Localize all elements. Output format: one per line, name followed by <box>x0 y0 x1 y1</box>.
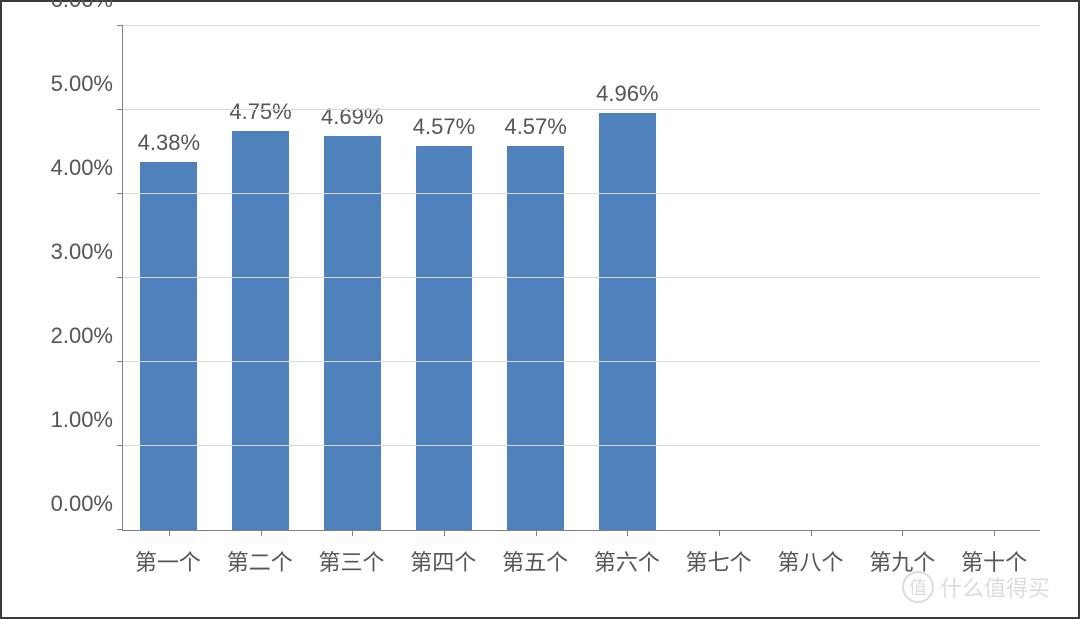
bar <box>232 131 289 530</box>
x-axis-label: 第六个 <box>581 545 673 577</box>
y-tick-label: 2.00% <box>51 323 113 349</box>
y-tick-mark <box>117 109 123 110</box>
x-axis-label: 第七个 <box>673 545 765 577</box>
x-tick-mark <box>994 530 995 536</box>
y-tick-mark <box>117 361 123 362</box>
y-tick-mark <box>117 529 123 530</box>
x-axis-label: 第一个 <box>122 545 214 577</box>
bar <box>140 162 197 530</box>
gridline <box>123 193 1040 194</box>
gridline <box>123 109 1040 110</box>
x-tick-mark <box>536 530 537 536</box>
bar-slot <box>948 26 1040 530</box>
bar-slot: 4.38% <box>123 26 215 530</box>
x-axis-label: 第三个 <box>306 545 398 577</box>
chart-frame: 4.38% 4.75% 4.69% 4.57% 4.57% 4.96% 0.00% 1.00… <box>0 0 1080 619</box>
gridline <box>123 25 1040 26</box>
bar-value-label: 4.69% <box>321 104 383 130</box>
y-tick-mark <box>117 25 123 26</box>
x-axis-label: 第八个 <box>765 545 857 577</box>
y-tick-label: 1.00% <box>51 407 113 433</box>
x-axis-label: 第五个 <box>489 545 581 577</box>
y-tick-label: 5.00% <box>51 71 113 97</box>
x-tick-mark <box>352 530 353 536</box>
bar-slot: 4.69% <box>306 26 398 530</box>
bar-slot: 4.57% <box>490 26 582 530</box>
x-tick-mark <box>444 530 445 536</box>
gridline <box>123 445 1040 446</box>
y-tick-mark <box>117 277 123 278</box>
bar-value-label: 4.38% <box>138 130 200 156</box>
bar <box>507 146 564 530</box>
x-tick-mark <box>811 530 812 536</box>
y-tick-mark <box>117 445 123 446</box>
gridline <box>123 361 1040 362</box>
bar-value-label: 4.57% <box>413 114 475 140</box>
gridline <box>123 277 1040 278</box>
bar-slot <box>673 26 765 530</box>
y-tick-label: 4.00% <box>51 155 113 181</box>
y-tick-label: 6.00% <box>51 0 113 13</box>
x-tick-mark <box>719 530 720 536</box>
x-tick-mark <box>627 530 628 536</box>
bar <box>416 146 473 530</box>
bar-slot <box>765 26 857 530</box>
bar-value-label: 4.75% <box>229 99 291 125</box>
chart-wrap: 4.38% 4.75% 4.69% 4.57% 4.57% 4.96% 0.00% 1.00… <box>12 16 1068 609</box>
x-tick-mark <box>169 530 170 536</box>
x-tick-mark <box>902 530 903 536</box>
y-tick-label: 0.00% <box>51 491 113 517</box>
bar-value-label: 4.57% <box>504 114 566 140</box>
x-axis-label: 第四个 <box>397 545 489 577</box>
bar-slot: 4.96% <box>582 26 674 530</box>
bars-row: 4.38% 4.75% 4.69% 4.57% 4.57% 4.96% <box>123 26 1040 530</box>
x-axis-labels: 第一个第二个第三个第四个第五个第六个第七个第八个第九个第十个 <box>122 545 1040 577</box>
bar-slot: 4.57% <box>398 26 490 530</box>
x-axis-label: 第二个 <box>214 545 306 577</box>
x-axis-label: 第九个 <box>856 545 948 577</box>
plot-area: 4.38%4.75%4.69%4.57%4.57%4.96% 0.00%1.00… <box>122 26 1040 531</box>
x-tick-mark <box>261 530 262 536</box>
bar <box>599 113 656 530</box>
bar-slot <box>857 26 949 530</box>
y-tick-mark <box>117 193 123 194</box>
bar-value-label: 4.96% <box>596 81 658 107</box>
y-tick-label: 3.00% <box>51 239 113 265</box>
bar <box>324 136 381 530</box>
bar-slot: 4.75% <box>215 26 307 530</box>
x-axis-label: 第十个 <box>948 545 1040 577</box>
